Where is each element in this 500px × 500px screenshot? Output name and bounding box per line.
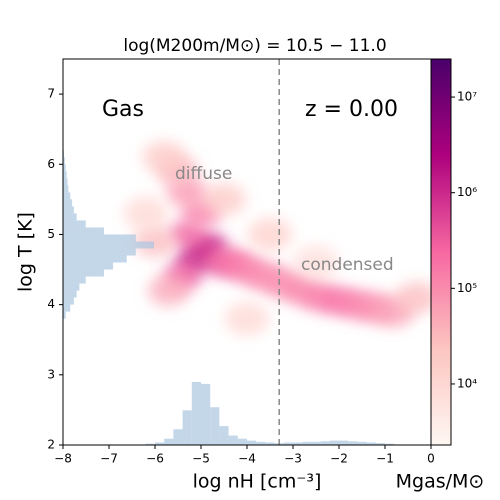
x-histogram-bar (201, 383, 211, 445)
x-histogram-bar (155, 442, 165, 445)
colorbar-tick-label: 10⁶ (457, 185, 477, 199)
y-histogram-bar (63, 297, 74, 305)
density-cell (202, 183, 246, 216)
annotation: z = 0.00 (305, 97, 398, 122)
x-histogram-bar (329, 440, 339, 445)
y-histogram-bar (63, 283, 80, 291)
x-histogram-bar (375, 443, 385, 445)
y-histogram-bar (63, 227, 104, 235)
y-histogram-bar (63, 185, 69, 193)
y-tick-label: 6 (47, 157, 55, 171)
y-histogram-bar (63, 171, 67, 179)
y-histogram-bar (63, 164, 66, 172)
density-cell (224, 301, 270, 336)
colorbar (430, 58, 452, 446)
y-histogram-bar (63, 311, 66, 319)
y-tick-label: 5 (47, 227, 55, 241)
y-histogram-bar (63, 199, 73, 207)
y-histogram-bar (63, 262, 114, 270)
x-tick-label: −1 (376, 452, 394, 466)
x-histogram-bar (256, 441, 266, 445)
x-histogram-bar (219, 426, 229, 445)
y-histogram-bar (63, 206, 74, 214)
x-tick-label: −3 (284, 452, 302, 466)
x-histogram-bar (237, 438, 247, 445)
y-histogram-bar (63, 192, 71, 200)
x-histogram-bar (210, 407, 220, 445)
x-histogram-bar (145, 443, 155, 445)
x-histogram-bar (265, 442, 275, 445)
colorbar-tick-label: 10⁴ (457, 376, 477, 390)
density-cell (168, 220, 206, 249)
x-histogram-bar (366, 442, 376, 445)
y-tick-label: 4 (47, 297, 55, 311)
x-tick-label: −8 (54, 452, 72, 466)
annotation: diffuse (175, 164, 232, 184)
y-histogram-bar (63, 220, 86, 228)
y-histogram-bar (63, 234, 136, 242)
x-axis-label: log nH [cm⁻³] (193, 471, 322, 493)
x-histogram-bar (247, 440, 257, 445)
density-cell (293, 245, 339, 280)
x-histogram-bar (320, 441, 330, 445)
x-tick-label: −2 (330, 452, 348, 466)
x-histogram-bar (182, 410, 192, 445)
y-histogram-bar (63, 157, 65, 165)
density-cell (142, 141, 186, 174)
x-histogram-bar (302, 441, 312, 445)
y-histogram-bar (63, 213, 77, 221)
y-histogram-bar (63, 248, 136, 256)
x-histogram-bar (311, 441, 321, 445)
y-tick-label: 3 (47, 367, 55, 381)
x-histogram-bar (348, 441, 358, 445)
x-histogram-bar (357, 441, 367, 445)
x-tick-label: −5 (192, 452, 210, 466)
density-cell (123, 196, 169, 231)
annotation: condensed (301, 255, 394, 275)
x-tick-label: −7 (100, 452, 118, 466)
y-histogram-bar (63, 304, 71, 312)
y-histogram-bar (63, 241, 154, 249)
x-histogram-bar (228, 435, 238, 445)
y-tick-label: 7 (47, 87, 55, 101)
y-histogram-bar (63, 290, 77, 298)
x-histogram-bar (164, 438, 174, 445)
colorbar-label: Mgas/M⊙ (396, 471, 485, 493)
colorbar-tick-label: 10⁷ (457, 90, 477, 104)
x-histogram-bar (283, 442, 293, 445)
density-cell (133, 225, 177, 258)
x-tick-label: −4 (238, 452, 256, 466)
y-histogram-bar (63, 269, 104, 277)
y-histogram-bar (63, 178, 68, 186)
x-histogram-bar (191, 382, 201, 445)
density-cell (248, 218, 292, 251)
x-tick-label: 0 (427, 452, 435, 466)
chart-title: log(M200m/M⊙) = 10.5 − 11.0 (123, 36, 386, 56)
x-tick-label: −6 (146, 452, 164, 466)
density-cell (148, 275, 190, 306)
x-histogram-bar (173, 429, 183, 445)
y-histogram-bar (63, 255, 127, 263)
x-histogram-bar (293, 442, 303, 445)
axes: −8 −7 −6 −5 −4 −3 −2 −1 0 2 3 4 5 6 7 10⁴ 10⁵ 10⁶ 10⁷ (47, 58, 477, 466)
density-cell (395, 281, 431, 314)
y-axis-label: log T [K] (15, 212, 37, 292)
colorbar-tick-label: 10⁵ (457, 281, 477, 295)
x-histogram-bar (385, 443, 395, 445)
overlay-layer (63, 59, 395, 445)
y-histogram-bar (63, 276, 86, 284)
annotation: Gas (102, 97, 144, 122)
x-histogram-bar (339, 440, 349, 445)
density-layer (123, 141, 431, 336)
y-tick-label: 2 (47, 438, 55, 452)
